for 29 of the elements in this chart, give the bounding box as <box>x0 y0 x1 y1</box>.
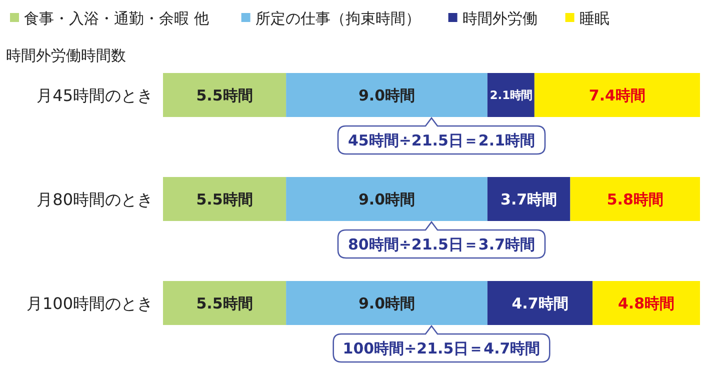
annotation: 100時間÷21.5日＝4.7時間 <box>342 339 540 358</box>
data-label: 5.8時間 <box>606 190 664 208</box>
data-label: 9.0時間 <box>358 86 416 104</box>
data-label: 5.5時間 <box>196 86 253 104</box>
annotation: 80時間÷21.5日＝3.7時間 <box>348 235 536 254</box>
bar <box>163 73 286 117</box>
bar <box>592 281 700 325</box>
data-label: 5.5時間 <box>196 190 253 208</box>
y-tick-label: 月45時間のとき <box>36 86 153 105</box>
annotation: 45時間÷21.5日＝2.1時間 <box>348 131 536 150</box>
bar <box>534 73 700 117</box>
legend-label: 睡眠 <box>579 9 610 28</box>
legend-label: 時間外労働 <box>462 9 538 28</box>
data-label: 2.1時間 <box>490 88 532 102</box>
data-label: 9.0時間 <box>358 294 416 312</box>
data-label: 9.0時間 <box>358 190 416 208</box>
data-label: 4.7時間 <box>512 294 568 312</box>
data-label: 4.8時間 <box>618 294 675 312</box>
y-tick-label: 月80時間のとき <box>36 190 153 209</box>
bar <box>570 177 700 221</box>
legend-label: 所定の仕事（拘束時間） <box>255 9 420 28</box>
data-label: 5.5時間 <box>196 294 253 312</box>
data-label: 7.4時間 <box>588 86 646 104</box>
y-tick-label: 月100時間のとき <box>26 294 153 313</box>
bar <box>163 177 286 221</box>
legend-label: 食事・入浴・通勤・余暇 他 <box>24 9 209 28</box>
data-label: 3.7時間 <box>500 190 558 208</box>
bar <box>163 281 286 325</box>
y-axis-title: 時間外労働時間数 <box>6 46 126 64</box>
